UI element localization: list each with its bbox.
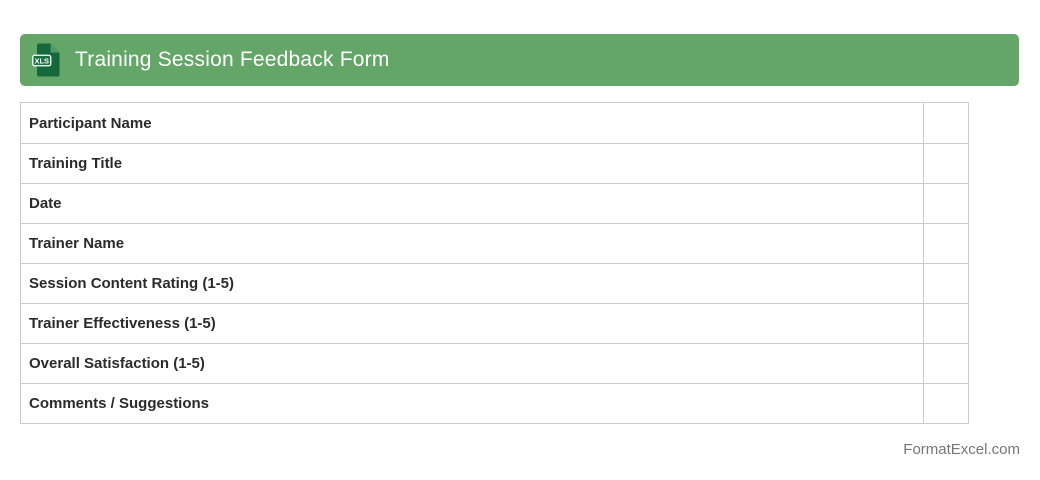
table-row-comments-suggestions: Comments / Suggestions [21,383,968,423]
table-row-trainer-name: Trainer Name [21,223,968,263]
row-label: Participant Name [29,114,152,132]
brand-footer: FormatExcel.com [903,441,1020,458]
row-label: Comments / Suggestions [29,395,210,412]
xls-file-icon: XLS [32,43,60,77]
row-label: Overall Satisfaction (1-5) [29,355,205,372]
table-row-overall-satisfaction: Overall Satisfaction (1-5) [21,343,968,383]
row-value-cell [923,264,968,303]
row-label: Training Title [29,155,123,172]
row-value-cell [923,184,968,223]
table-row-date: Date [21,183,968,223]
feedback-form-table: Participant Name Training Title Date Tra… [20,102,969,424]
table-row-training-title: Training Title [21,143,968,183]
page-title: Training Session Feedback Form [75,48,390,71]
table-row-trainer-effectiveness: Trainer Effectiveness (1-5) [21,303,968,343]
row-value-cell [923,224,968,263]
table-row-participant-name: Participant Name [21,103,968,143]
row-label: Trainer Name [29,235,125,252]
row-value-cell [923,304,968,343]
form-header: XLS Training Session Feedback Form [20,34,1019,86]
xls-badge-label: XLS [34,56,49,65]
row-label: Trainer Effectiveness (1-5) [29,315,216,332]
table-row-session-content-rating: Session Content Rating (1-5) [21,263,968,303]
row-value-cell [923,384,968,423]
row-value-cell [923,144,968,183]
row-label: Session Content Rating (1-5) [29,275,235,292]
row-value-cell [923,103,968,143]
row-label: Date [29,195,62,212]
row-value-cell [923,344,968,383]
